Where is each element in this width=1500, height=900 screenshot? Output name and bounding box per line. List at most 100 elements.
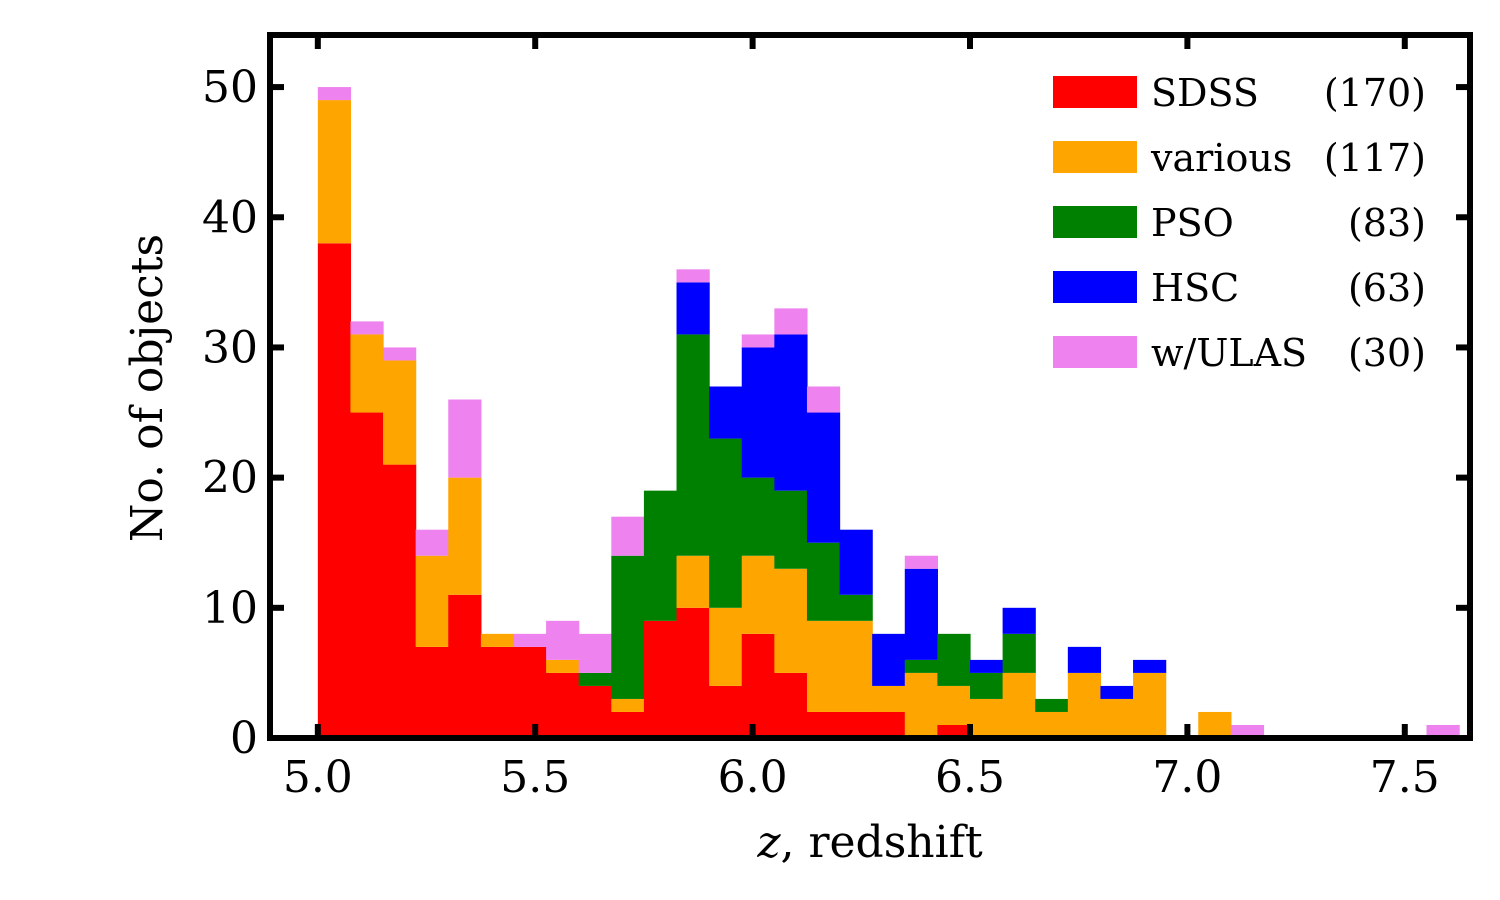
bar-various-bin-9 <box>611 698 645 712</box>
histogram-bars <box>317 87 1460 739</box>
bar-various-bin-25 <box>1133 672 1167 738</box>
y-tick-label: 0 <box>230 713 258 764</box>
bar-hsc-bin-12 <box>709 386 743 439</box>
bar-various-bin-18 <box>904 672 938 738</box>
bar-sdss-bin-4 <box>448 594 482 738</box>
x-tick-label: 6.5 <box>935 752 1005 803</box>
legend-label-pso: PSO <box>1151 201 1234 245</box>
legend-count-pso: (83) <box>1348 201 1426 245</box>
bar-various-bin-4 <box>448 477 482 595</box>
bar-pso-bin-16 <box>839 594 873 621</box>
bar-w-ulas-bin-6 <box>513 633 547 647</box>
bar-hsc-bin-18 <box>904 568 938 660</box>
bar-various-bin-13 <box>741 555 775 634</box>
bar-various-bin-5 <box>480 633 515 647</box>
bar-various-bin-1 <box>350 334 384 413</box>
y-axis-title: No. of objects <box>122 234 173 542</box>
bar-sdss-bin-14 <box>774 672 808 738</box>
bar-w-ulas-bin-13 <box>741 334 775 348</box>
x-axis-title-variable: z <box>756 817 781 868</box>
plot-frame <box>267 32 1473 741</box>
bar-pso-bin-9 <box>611 555 645 699</box>
bar-hsc-bin-13 <box>741 347 775 478</box>
bar-sdss-bin-13 <box>741 633 775 738</box>
bar-sdss-bin-15 <box>806 711 841 738</box>
y-tick-label: 30 <box>202 322 258 373</box>
legend-count-w-ulas: (30) <box>1348 331 1426 375</box>
legend-label-hsc: HSC <box>1151 266 1239 310</box>
legend-swatch-w-ulas <box>1053 336 1137 368</box>
legend-count-sdss: (170) <box>1324 71 1426 115</box>
bar-various-bin-12 <box>709 607 743 686</box>
bar-various-bin-17 <box>872 685 906 712</box>
bar-pso-bin-11 <box>676 334 710 556</box>
bar-hsc-bin-16 <box>839 529 873 595</box>
legend-swatch-hsc <box>1053 271 1137 303</box>
bar-various-bin-7 <box>546 659 580 673</box>
bar-various-bin-24 <box>1100 698 1134 738</box>
bar-hsc-bin-20 <box>970 659 1004 673</box>
x-tick-label: 5.5 <box>500 752 570 803</box>
x-tick-label: 7.0 <box>1152 752 1222 803</box>
bar-sdss-bin-16 <box>839 711 873 738</box>
bar-pso-bin-22 <box>1035 698 1069 712</box>
bar-various-bin-20 <box>970 698 1004 738</box>
legend-label-sdss: SDSS <box>1151 71 1259 115</box>
legend: SDSS (170) various (117) PSO (83) HSC (63) w/ULA… <box>1053 71 1426 375</box>
y-tick-label: 50 <box>202 62 258 113</box>
bar-w-ulas-bin-34 <box>1426 724 1460 738</box>
bar-w-ulas-bin-8 <box>578 633 612 673</box>
bar-various-bin-14 <box>774 568 808 673</box>
x-tick-label: 6.0 <box>718 752 788 803</box>
x-axis-title-text: , redshift <box>781 817 983 868</box>
bar-various-bin-23 <box>1067 672 1102 738</box>
bar-w-ulas-bin-15 <box>806 386 841 413</box>
bar-various-bin-22 <box>1035 711 1069 738</box>
bar-w-ulas-bin-14 <box>774 308 808 335</box>
legend-swatch-pso <box>1053 206 1137 238</box>
bar-sdss-bin-0 <box>317 243 352 739</box>
bar-various-bin-11 <box>676 555 710 608</box>
axis-tick-labels: 5.0 5.5 6.0 6.5 7.0 7.5 0 10 20 30 40 50 <box>202 62 1440 803</box>
bar-w-ulas-bin-0 <box>317 87 352 101</box>
bar-pso-bin-12 <box>709 438 743 608</box>
bar-various-bin-3 <box>415 555 449 647</box>
bar-w-ulas-bin-11 <box>676 269 710 283</box>
bar-sdss-bin-5 <box>480 646 515 738</box>
axis-ticks <box>270 35 1470 741</box>
bar-pso-bin-13 <box>741 477 775 556</box>
legend-count-hsc: (63) <box>1348 266 1426 310</box>
bar-sdss-bin-9 <box>611 711 645 738</box>
bar-w-ulas-bin-2 <box>383 347 417 361</box>
bar-w-ulas-bin-1 <box>350 321 384 335</box>
bar-w-ulas-bin-18 <box>904 555 938 569</box>
bar-hsc-bin-14 <box>774 334 808 491</box>
bar-w-ulas-bin-4 <box>448 399 482 478</box>
bar-sdss-bin-6 <box>513 646 547 738</box>
bar-pso-bin-21 <box>1002 633 1036 673</box>
bar-various-bin-2 <box>383 360 417 465</box>
bar-various-bin-15 <box>806 620 841 712</box>
bar-pso-bin-10 <box>643 490 678 621</box>
bar-various-bin-19 <box>937 685 971 725</box>
legend-swatch-various <box>1053 141 1137 173</box>
bar-various-bin-27 <box>1198 711 1232 738</box>
bar-hsc-bin-17 <box>872 633 906 686</box>
bar-pso-bin-19 <box>937 633 971 686</box>
bar-hsc-bin-23 <box>1067 646 1102 673</box>
bar-pso-bin-8 <box>578 672 612 686</box>
legend-swatch-sdss <box>1053 76 1137 108</box>
bar-pso-bin-18 <box>904 659 938 673</box>
bar-w-ulas-bin-3 <box>415 529 449 556</box>
bar-pso-bin-20 <box>970 672 1004 699</box>
bar-hsc-bin-25 <box>1133 659 1167 673</box>
x-axis-title: z, redshift <box>756 817 983 868</box>
bar-sdss-bin-11 <box>676 607 710 738</box>
y-tick-label: 40 <box>202 192 258 243</box>
bar-w-ulas-bin-9 <box>611 516 645 556</box>
y-tick-label: 10 <box>202 583 258 634</box>
bar-sdss-bin-7 <box>546 672 580 738</box>
legend-label-w-ulas: w/ULAS <box>1151 331 1307 375</box>
bar-hsc-bin-24 <box>1100 685 1134 699</box>
x-tick-label: 5.0 <box>283 752 353 803</box>
